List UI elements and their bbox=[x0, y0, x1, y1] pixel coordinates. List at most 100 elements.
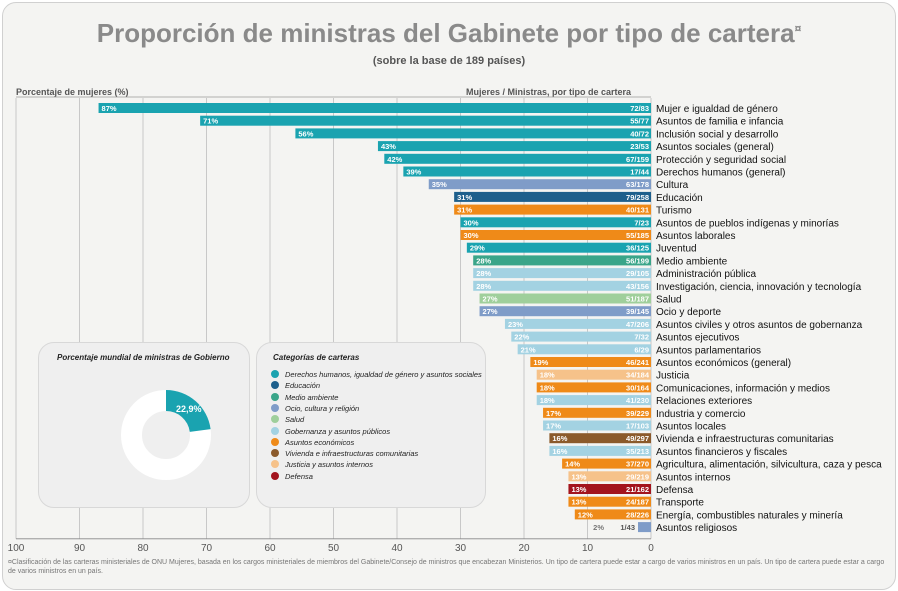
right-axis-header: Mujeres / Ministras, por tipo de cartera bbox=[466, 87, 632, 97]
category-label: Asuntos económicos (general) bbox=[656, 358, 791, 369]
footnote: ¤Clasificación de las carteras ministeri… bbox=[8, 559, 885, 575]
legend-item: Vivienda e infraestructuras comunitarias bbox=[271, 449, 418, 458]
bar-ratio-label: 7/32 bbox=[634, 333, 649, 342]
legend-swatch bbox=[271, 437, 279, 446]
bar bbox=[460, 230, 651, 240]
bar-percent-label: 31% bbox=[457, 193, 472, 202]
bar bbox=[479, 306, 651, 317]
bar-percent-label: 13% bbox=[571, 498, 586, 507]
category-label: Protección y seguridad social bbox=[656, 155, 786, 166]
bar bbox=[460, 217, 651, 228]
category-label: Transporte bbox=[656, 498, 704, 509]
bar bbox=[517, 344, 651, 355]
legend-swatch bbox=[271, 449, 279, 458]
bar-percent-label: 17% bbox=[546, 422, 561, 431]
bar-ratio-label: 23/53 bbox=[630, 142, 649, 151]
bar-percent-label: 42% bbox=[387, 155, 402, 164]
category-label: Salud bbox=[656, 295, 682, 306]
bar-percent-label: 16% bbox=[552, 434, 567, 443]
legend-swatch bbox=[271, 392, 279, 401]
category-label: Industria y comercio bbox=[656, 409, 746, 420]
bar bbox=[530, 357, 651, 367]
bar-ratio-label: 29/105 bbox=[626, 269, 649, 278]
bar-ratio-label: 55/77 bbox=[630, 117, 649, 126]
legend-label: Derechos humanos, igualdad de género y a… bbox=[285, 370, 482, 379]
legend-label: Salud bbox=[285, 415, 305, 425]
legend-swatch bbox=[271, 403, 279, 412]
bar bbox=[568, 496, 651, 507]
bar bbox=[543, 407, 651, 418]
bar-percent-label: 56% bbox=[298, 129, 313, 138]
bar-ratio-label: 35/213 bbox=[626, 447, 649, 456]
bar-percent-label: 17% bbox=[546, 409, 561, 418]
category-label: Asuntos de familia e infancia bbox=[656, 117, 784, 128]
bar bbox=[454, 191, 651, 202]
bar-percent-label: 27% bbox=[483, 295, 498, 304]
x-tick-label: 60 bbox=[264, 543, 276, 554]
category-label: Vivienda e infraestructuras comunitarias bbox=[656, 434, 834, 445]
x-tick-label: 20 bbox=[518, 543, 530, 554]
legend-swatch bbox=[271, 370, 279, 378]
category-label: Energía, combustibles naturales y minerí… bbox=[656, 510, 843, 521]
bar bbox=[454, 204, 651, 215]
category-label: Asuntos sociales (general) bbox=[656, 142, 774, 153]
bar-ratio-label: 39/145 bbox=[626, 307, 649, 316]
category-label: Defensa bbox=[656, 485, 694, 496]
bar-ratio-label: 6/29 bbox=[634, 345, 649, 354]
category-label: Investigación, ciencia, innovación y tec… bbox=[656, 282, 862, 293]
bar-ratio-label: 36/125 bbox=[626, 244, 649, 253]
bar-percent-label: 18% bbox=[540, 396, 555, 405]
bar-ratio-label: 79/258 bbox=[626, 193, 649, 202]
category-label: Asuntos de pueblos indígenas y minorías bbox=[656, 218, 839, 229]
bar bbox=[504, 318, 651, 329]
legend-label: Ocio, cultura y religión bbox=[285, 403, 360, 413]
category-label: Turismo bbox=[656, 206, 692, 217]
category-label: Derechos humanos (general) bbox=[656, 168, 786, 179]
x-tick-label: 0 bbox=[648, 543, 654, 554]
bar bbox=[473, 255, 651, 266]
legend-label: Educación bbox=[285, 381, 321, 391]
category-label: Asuntos internos bbox=[656, 472, 731, 483]
bar-ratio-label: 40/131 bbox=[626, 206, 649, 215]
category-label: Asuntos civiles y otros asuntos de gober… bbox=[656, 320, 863, 331]
bar-percent-label: 16% bbox=[552, 447, 567, 456]
category-label: Asuntos locales bbox=[656, 422, 726, 433]
category-label: Inclusión social y desarrollo bbox=[656, 129, 779, 140]
category-label: Asuntos financieros y fiscales bbox=[656, 447, 787, 458]
x-tick-label: 100 bbox=[8, 543, 25, 554]
category-label: Justicia bbox=[656, 371, 690, 382]
bar-ratio-label: 1/43 bbox=[620, 523, 635, 532]
bar-percent-label: 29% bbox=[470, 244, 485, 253]
donut-segment bbox=[166, 390, 211, 432]
legend-item: Salud bbox=[271, 415, 304, 424]
bar bbox=[473, 268, 651, 279]
bar bbox=[511, 331, 651, 342]
bar bbox=[549, 433, 651, 444]
bar-ratio-label: 40/72 bbox=[630, 129, 649, 138]
bar-percent-label: 14% bbox=[565, 460, 580, 469]
legend-label: Vivienda e infraestructuras comunitarias bbox=[285, 449, 419, 459]
bar bbox=[562, 458, 651, 469]
bar bbox=[543, 420, 651, 431]
bar-ratio-label: 34/184 bbox=[626, 371, 650, 380]
bar-ratio-label: 55/185 bbox=[626, 231, 649, 240]
bar-percent-label: 35% bbox=[432, 180, 447, 189]
legend-title: Categorías de carteras bbox=[273, 353, 360, 362]
legend-swatch bbox=[271, 471, 279, 480]
bar bbox=[377, 141, 651, 152]
bar-percent-label: 18% bbox=[540, 383, 555, 392]
bar-ratio-label: 67/159 bbox=[626, 155, 649, 164]
legend-label: Asuntos económicos bbox=[285, 437, 355, 447]
bar-percent-label: 43% bbox=[381, 142, 396, 151]
legend-item: Ocio, cultura y religión bbox=[271, 403, 360, 413]
x-tick-label: 80 bbox=[137, 543, 149, 554]
bar bbox=[200, 115, 651, 126]
donut-title: Porcentaje mundial de ministras de Gobie… bbox=[57, 353, 230, 362]
bar-percent-label: 13% bbox=[571, 472, 586, 481]
bar-ratio-label: 47/206 bbox=[626, 320, 649, 329]
legend-panel: Categorías de carteras Derechos humanos,… bbox=[256, 342, 486, 508]
bar bbox=[428, 179, 651, 190]
bar-ratio-label: 37/270 bbox=[626, 460, 649, 469]
bar-percent-label: 28% bbox=[476, 269, 491, 278]
